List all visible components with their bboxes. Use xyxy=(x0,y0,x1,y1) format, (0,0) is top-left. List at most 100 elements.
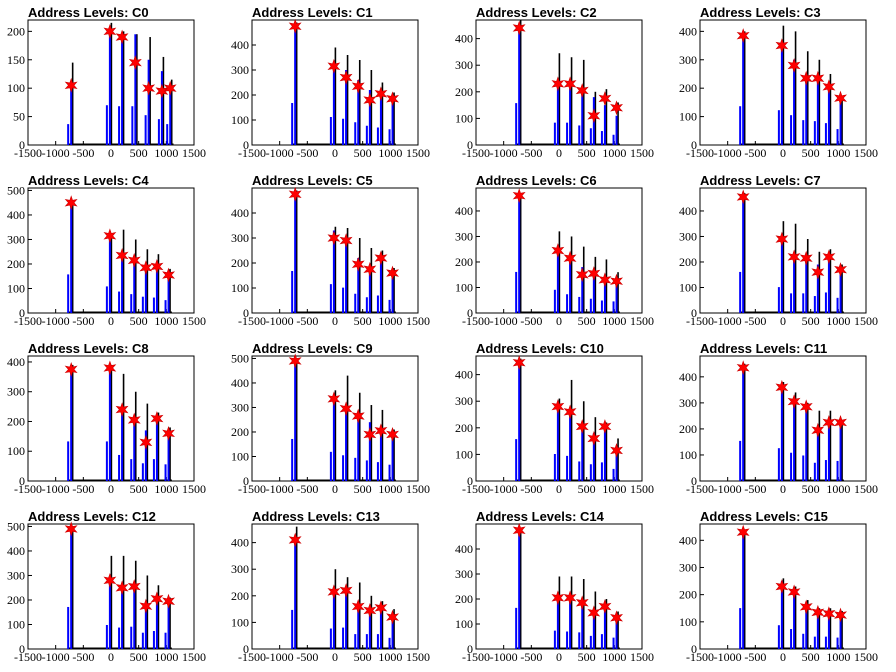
level-marker xyxy=(327,391,341,407)
x-tick-label: -1000 xyxy=(42,314,70,328)
chart-title: Address Levels: C11 xyxy=(700,341,827,356)
chart-title: Address Levels: C5 xyxy=(252,173,373,188)
x-tick-label: -1500 xyxy=(14,314,42,328)
level-marker xyxy=(115,29,129,45)
x-tick-label: -500 xyxy=(520,314,542,328)
level-marker xyxy=(834,90,848,106)
level-marker xyxy=(162,267,176,283)
level-marker xyxy=(386,91,400,107)
level-marker xyxy=(799,399,813,415)
chart-panel: Address Levels: C6 0 100 200 300 400 -1500 -100… xyxy=(455,173,654,328)
x-tick-label: -500 xyxy=(72,314,94,328)
y-tick-label: 200 xyxy=(231,256,249,270)
y-tick-label: 300 xyxy=(231,400,249,414)
level-marker xyxy=(127,579,141,594)
y-tick-label: 300 xyxy=(455,394,473,408)
chart-title: Address Levels: C15 xyxy=(700,509,828,524)
level-marker xyxy=(610,100,624,116)
y-tick-label: 0 xyxy=(691,642,697,656)
y-tick-label: 400 xyxy=(455,368,473,382)
x-tick-label: -500 xyxy=(296,314,318,328)
x-tick-label: 0 xyxy=(108,314,114,328)
x-tick-label: -1000 xyxy=(490,650,518,664)
y-tick-label: 400 xyxy=(7,355,25,369)
level-marker xyxy=(64,77,78,93)
level-marker xyxy=(822,249,836,265)
y-tick-label: 0 xyxy=(691,138,697,152)
x-tick-label: 1000 xyxy=(154,314,178,328)
y-tick-label: 500 xyxy=(7,183,25,197)
x-tick-label: -500 xyxy=(744,314,766,328)
level-marker xyxy=(551,590,565,606)
x-tick-label: 0 xyxy=(332,650,338,664)
x-tick-label: 1500 xyxy=(630,146,654,160)
x-tick-label: -1000 xyxy=(42,482,70,496)
level-marker xyxy=(363,426,377,442)
x-tick-label: -1000 xyxy=(714,146,742,160)
x-tick-label: 0 xyxy=(556,146,562,160)
x-tick-label: -1000 xyxy=(490,314,518,328)
level-marker xyxy=(162,425,176,441)
x-tick-label: 0 xyxy=(780,482,786,496)
x-tick-label: 500 xyxy=(578,482,596,496)
x-tick-label: 1000 xyxy=(602,314,626,328)
level-marker xyxy=(115,402,129,418)
x-tick-label: -1500 xyxy=(462,482,490,496)
y-tick-label: 400 xyxy=(455,542,473,556)
level-marker xyxy=(775,38,789,54)
level-marker xyxy=(587,605,601,621)
chart-title: Address Levels: C9 xyxy=(252,341,373,356)
y-tick-label: 0 xyxy=(243,642,249,656)
level-marker xyxy=(150,411,164,426)
y-tick-label: 100 xyxy=(455,280,473,294)
x-tick-label: 1500 xyxy=(406,146,430,160)
level-marker xyxy=(575,267,589,283)
chart-title: Address Levels: C8 xyxy=(28,341,149,356)
y-tick-label: 400 xyxy=(231,536,249,550)
x-tick-label: 0 xyxy=(780,146,786,160)
x-tick-label: 0 xyxy=(556,314,562,328)
level-marker xyxy=(327,584,341,600)
x-tick-label: -1500 xyxy=(14,482,42,496)
y-tick-label: 400 xyxy=(7,544,25,558)
y-tick-label: 200 xyxy=(679,81,697,95)
y-tick-label: 100 xyxy=(455,447,473,461)
chart-title: Address Levels: C1 xyxy=(252,5,373,20)
level-marker xyxy=(563,590,577,606)
y-tick-label: 0 xyxy=(467,138,473,152)
level-marker xyxy=(339,401,353,417)
x-tick-label: 1000 xyxy=(826,314,850,328)
level-marker xyxy=(610,273,624,289)
level-marker xyxy=(374,600,388,616)
level-marker xyxy=(736,28,750,44)
level-marker xyxy=(610,610,624,626)
level-marker xyxy=(374,250,388,266)
level-marker xyxy=(799,70,813,86)
level-marker xyxy=(288,18,302,34)
x-tick-label: 1000 xyxy=(378,650,402,664)
level-marker xyxy=(811,70,825,86)
y-tick-label: 200 xyxy=(679,588,697,602)
x-tick-label: 0 xyxy=(780,650,786,664)
x-tick-label: -1000 xyxy=(266,146,294,160)
level-marker xyxy=(598,91,612,106)
x-tick-label: -500 xyxy=(520,482,542,496)
x-tick-label: -500 xyxy=(520,650,542,664)
y-tick-label: 300 xyxy=(455,58,473,72)
x-tick-label: -1000 xyxy=(42,146,70,160)
x-tick-label: -1500 xyxy=(238,146,266,160)
x-tick-label: 500 xyxy=(578,146,596,160)
x-tick-label: -1500 xyxy=(238,314,266,328)
y-tick-label: 400 xyxy=(231,206,249,220)
level-marker xyxy=(103,23,117,39)
y-tick-label: 0 xyxy=(243,306,249,320)
x-tick-label: -1000 xyxy=(266,314,294,328)
x-tick-label: 1000 xyxy=(826,482,850,496)
level-marker xyxy=(736,360,750,376)
y-tick-label: 300 xyxy=(679,396,697,410)
level-marker xyxy=(834,414,848,430)
level-marker xyxy=(351,256,365,272)
chart-panel: Address Levels: C8 0 100 200 300 400 -1500 -100… xyxy=(7,341,206,496)
level-marker xyxy=(787,249,801,265)
y-tick-label: 100 xyxy=(679,448,697,462)
